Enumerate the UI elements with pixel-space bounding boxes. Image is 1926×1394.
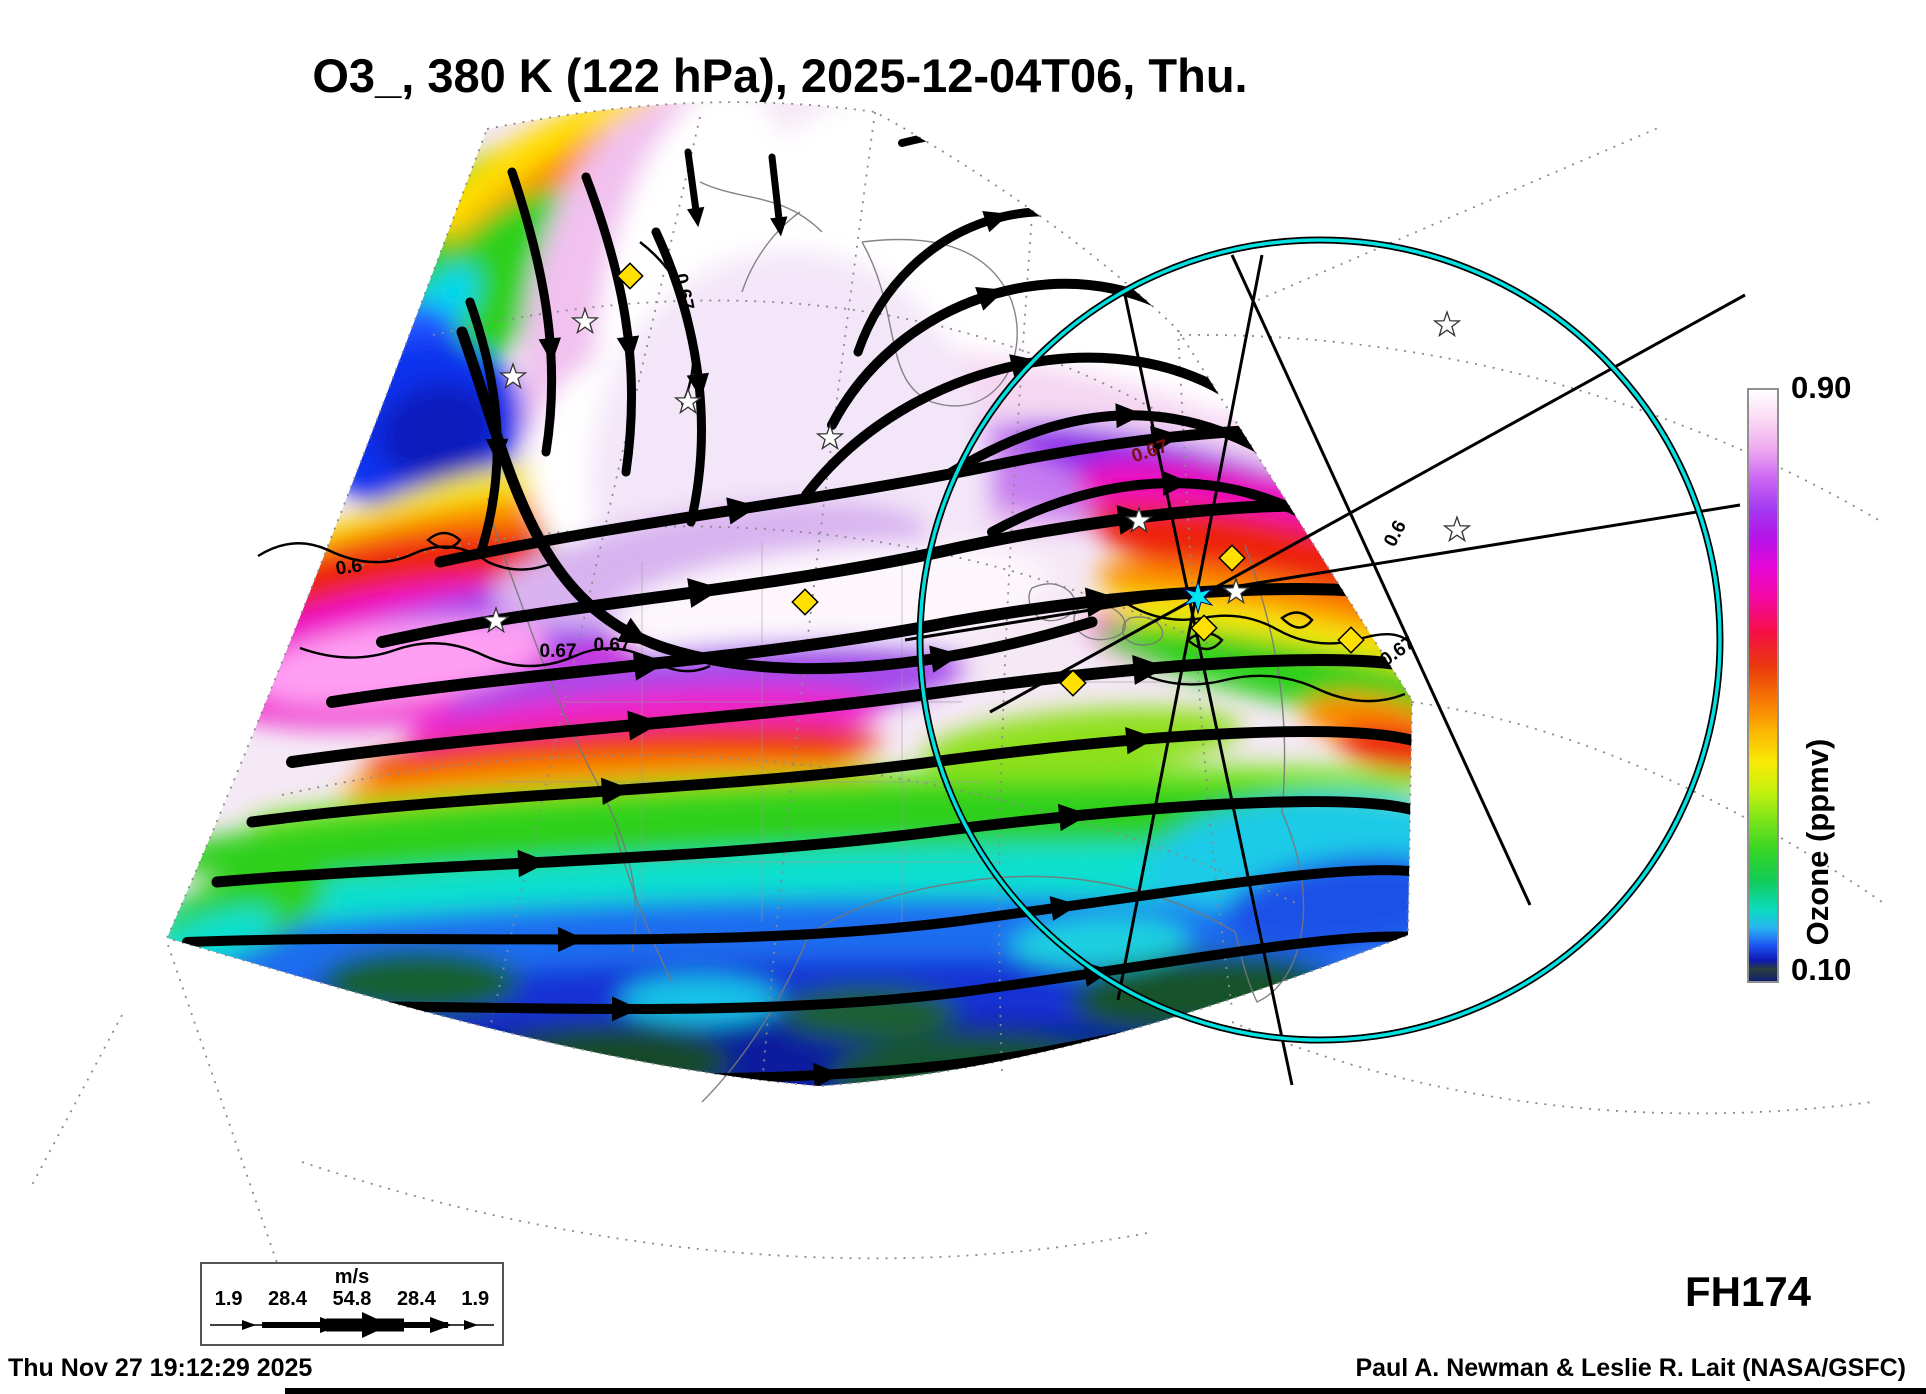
white-star-marker [570,307,600,335]
white-star-marker [1442,515,1472,543]
wind-tick-labels: 1.9 28.4 54.8 28.4 1.9 [202,1288,502,1311]
white-star-marker [1124,506,1154,534]
wind-tick: 28.4 [396,1288,436,1310]
credit-text: Paul A. Newman & Leslie R. Lait (NASA/GS… [1355,1354,1906,1382]
contour-value-label: 0.67 [539,641,577,662]
forecast-hour-label: FH174 [1684,1268,1812,1315]
site-markers [481,262,1472,697]
wind-tick: 1.9 [461,1288,490,1310]
wind-tick: 28.4 [268,1288,307,1310]
bottom-crop-bar [285,1388,1926,1394]
white-star-marker [1221,577,1251,605]
colorbar-min-label: 0.10 [1791,952,1852,987]
wind-tick: 54.8 [332,1288,372,1310]
yellow-diamond-marker [1190,614,1218,642]
ozone-field [167,102,1412,1087]
white-star-marker [815,423,845,451]
cyan-star-marker [1182,579,1214,615]
yellow-diamond-marker [1337,626,1365,654]
wind-speed-legend: m/s 1.9 28.4 54.8 28.4 1.9 [200,1262,504,1346]
colorbar-axis-label: Ozone (ppmv) [1800,738,1835,946]
white-star-marker [498,362,528,390]
wind-arrow-scale [210,1312,494,1338]
colorbar [1747,388,1779,983]
trajectory-lines [904,254,1746,1086]
contour-value-label: 0.67 [593,635,631,656]
plot-title: O3_, 380 K (122 hPa), 2025-12-04T06, Thu… [312,49,1248,102]
wind-streamlines [182,119,1412,1087]
white-star-marker [673,387,703,415]
contour-value-label: 0.6 [334,555,364,580]
yellow-diamond-marker [791,588,819,616]
yellow-diamond-marker [616,262,644,290]
graticule-grid [31,101,1883,1293]
white-star-marker [1432,310,1462,338]
wind-units-label: m/s [334,1266,370,1288]
white-star-marker [481,606,511,634]
wind-tick: 1.9 [214,1288,243,1310]
generation-timestamp: Thu Nov 27 19:12:29 2025 [8,1354,313,1382]
colorbar-max-label: 0.90 [1791,370,1852,405]
yellow-diamond-marker [1218,544,1246,572]
range-circle [916,236,1724,1044]
yellow-diamond-marker [1059,669,1087,697]
